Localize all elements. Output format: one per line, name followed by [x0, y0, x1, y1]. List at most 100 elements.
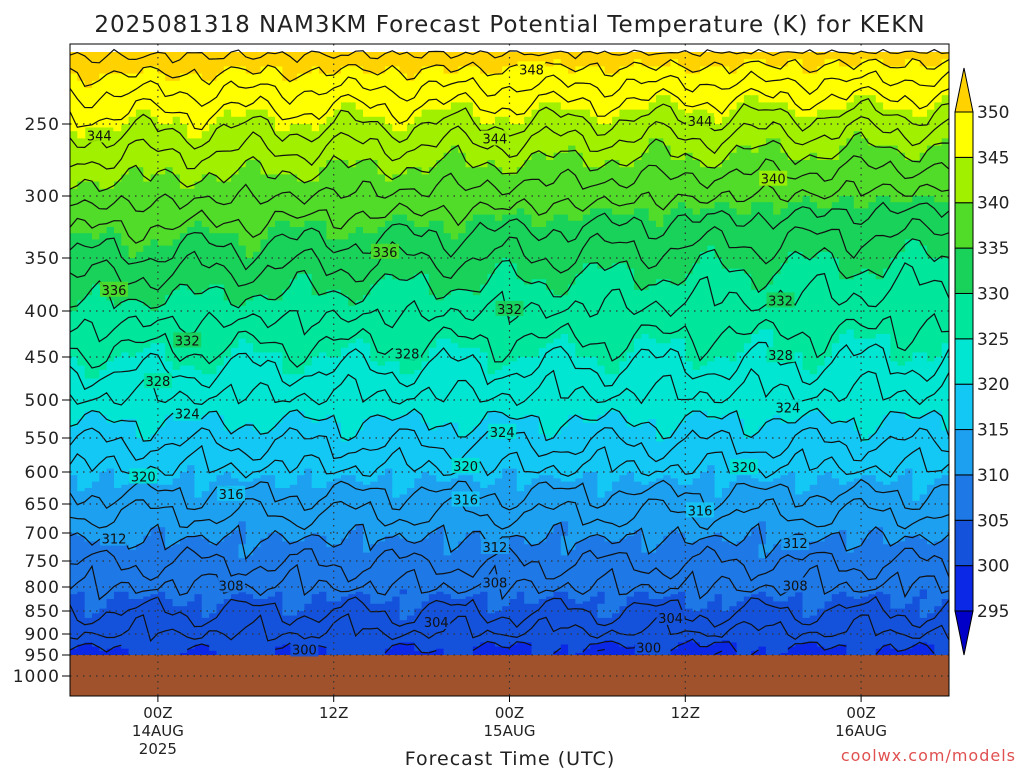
contour-label-300: 300	[635, 639, 663, 656]
contour-label-text: 308	[219, 579, 244, 594]
y-tick-label: 950	[25, 646, 60, 666]
contour-label-344: 344	[686, 113, 714, 130]
colorbar-label: 295	[977, 602, 1009, 622]
contour-label-text: 324	[175, 408, 200, 423]
contour-label-text: 316	[219, 488, 244, 503]
contour-label-312: 312	[481, 539, 509, 556]
contour-label-304: 304	[657, 610, 685, 627]
contour-label-324: 324	[488, 424, 516, 441]
plot-area: 348 344 344 344 340 336 336 332 332 332 328 328 328 3…	[70, 44, 950, 696]
x-tick-label: 16AUG	[835, 722, 887, 740]
contour-label-text: 344	[87, 130, 112, 145]
colorbar-swatch	[955, 157, 973, 202]
contour-label-text: 308	[783, 579, 808, 594]
contour-label-text: 308	[482, 576, 507, 591]
contour-label-text: 340	[761, 173, 786, 188]
y-tick-label: 750	[25, 552, 60, 572]
y-tick-label: 600	[25, 463, 60, 483]
colorbar-label: 315	[977, 421, 1009, 441]
contour-label-316: 316	[686, 502, 714, 519]
contour-label-text: 300	[292, 644, 317, 659]
y-axis: 2503003504004505005506006507007508008509…	[13, 115, 70, 687]
contour-label-332: 332	[173, 332, 201, 349]
contour-label-328: 328	[144, 373, 172, 390]
contour-label-344: 344	[85, 128, 113, 145]
contour-label-348: 348	[518, 61, 546, 78]
y-tick-label: 500	[25, 391, 60, 411]
colorbar-swatch	[955, 293, 973, 338]
contour-label-text: 328	[145, 375, 170, 390]
contour-label-308: 308	[217, 577, 245, 594]
contour-label-text: 324	[490, 426, 515, 441]
x-tick-label: 15AUG	[484, 722, 536, 740]
y-tick-label: 650	[25, 495, 60, 515]
contour-label-text: 312	[482, 541, 507, 556]
colorbar-label: 350	[977, 103, 1009, 123]
contour-label-336: 336	[371, 244, 399, 261]
contour-label-text: 336	[102, 284, 127, 299]
contour-label-320: 320	[452, 458, 480, 475]
x-axis-label: Forecast Time (UTC)	[405, 748, 615, 768]
colorbar-swatch	[955, 248, 973, 293]
contour-label-320: 320	[129, 469, 157, 486]
contour-label-text: 324	[775, 402, 800, 417]
contour-label-text: 328	[768, 349, 793, 364]
credit-text: coolwx.com/models	[841, 746, 1016, 765]
contour-label-308: 308	[481, 574, 509, 591]
colorbar-swatch	[955, 430, 973, 475]
contour-label-text: 344	[688, 115, 713, 130]
y-tick-label: 250	[25, 115, 60, 135]
contour-label-text: 320	[453, 460, 478, 475]
colorbar-swatch	[955, 203, 973, 248]
colorbar-swatch	[955, 520, 973, 565]
colorbar-label: 305	[977, 511, 1009, 531]
contour-label-340: 340	[759, 171, 787, 188]
y-tick-label: 850	[25, 602, 60, 622]
y-tick-label: 350	[25, 249, 60, 269]
contour-label-text: 320	[131, 471, 156, 486]
contour-label-324: 324	[173, 406, 201, 423]
y-tick-label: 700	[25, 524, 60, 544]
colorbar-label: 325	[977, 330, 1009, 350]
contour-label-text: 316	[453, 494, 478, 509]
y-tick-label: 450	[25, 348, 60, 368]
colorbar-swatch	[955, 566, 973, 611]
contour-label-332: 332	[496, 301, 524, 318]
contour-label-text: 344	[482, 132, 507, 147]
x-tick-label: 2025	[139, 740, 177, 758]
potential-temperature-chart: 2025081318 NAM3KM Forecast Potential Tem…	[0, 0, 1024, 768]
contour-label-text: 304	[658, 612, 683, 627]
x-tick-label: 12Z	[671, 704, 700, 722]
contour-label-324: 324	[774, 400, 802, 417]
contour-label-text: 300	[636, 641, 661, 656]
x-tick-label: 14AUG	[132, 722, 184, 740]
colorbar-swatch	[955, 384, 973, 429]
contour-label-332: 332	[767, 292, 795, 309]
contour-label-328: 328	[393, 345, 421, 362]
colorbar-label: 310	[977, 466, 1009, 486]
contour-label-text: 304	[424, 616, 449, 631]
colorbar-label: 345	[977, 148, 1009, 168]
contour-label-320: 320	[730, 459, 758, 476]
contour-label-312: 312	[781, 535, 809, 552]
contour-label-300: 300	[290, 642, 318, 659]
colorbar-arrow-bottom	[955, 611, 973, 655]
contour-label-text: 336	[373, 246, 398, 261]
colorbar-label: 340	[977, 194, 1009, 214]
y-tick-label: 1000	[13, 667, 60, 687]
contour-label-text: 332	[175, 334, 200, 349]
contour-label-text: 312	[102, 533, 127, 548]
contour-label-text: 328	[395, 347, 420, 362]
contour-label-316: 316	[217, 486, 245, 503]
colorbar-label: 320	[977, 375, 1009, 395]
x-tick-label: 00Z	[846, 704, 875, 722]
x-tick-label: 00Z	[495, 704, 524, 722]
contour-label-344: 344	[481, 130, 509, 147]
contour-label-308: 308	[781, 577, 809, 594]
colorbar: 295 300 305 310 315 320 325 330 335 340 345 350	[955, 68, 1009, 655]
contour-label-text: 316	[688, 504, 713, 519]
colorbar-label: 330	[977, 285, 1009, 305]
contour-label-text: 332	[497, 303, 522, 318]
colorbar-label: 335	[977, 239, 1009, 259]
contour-label-text: 320	[731, 461, 756, 476]
